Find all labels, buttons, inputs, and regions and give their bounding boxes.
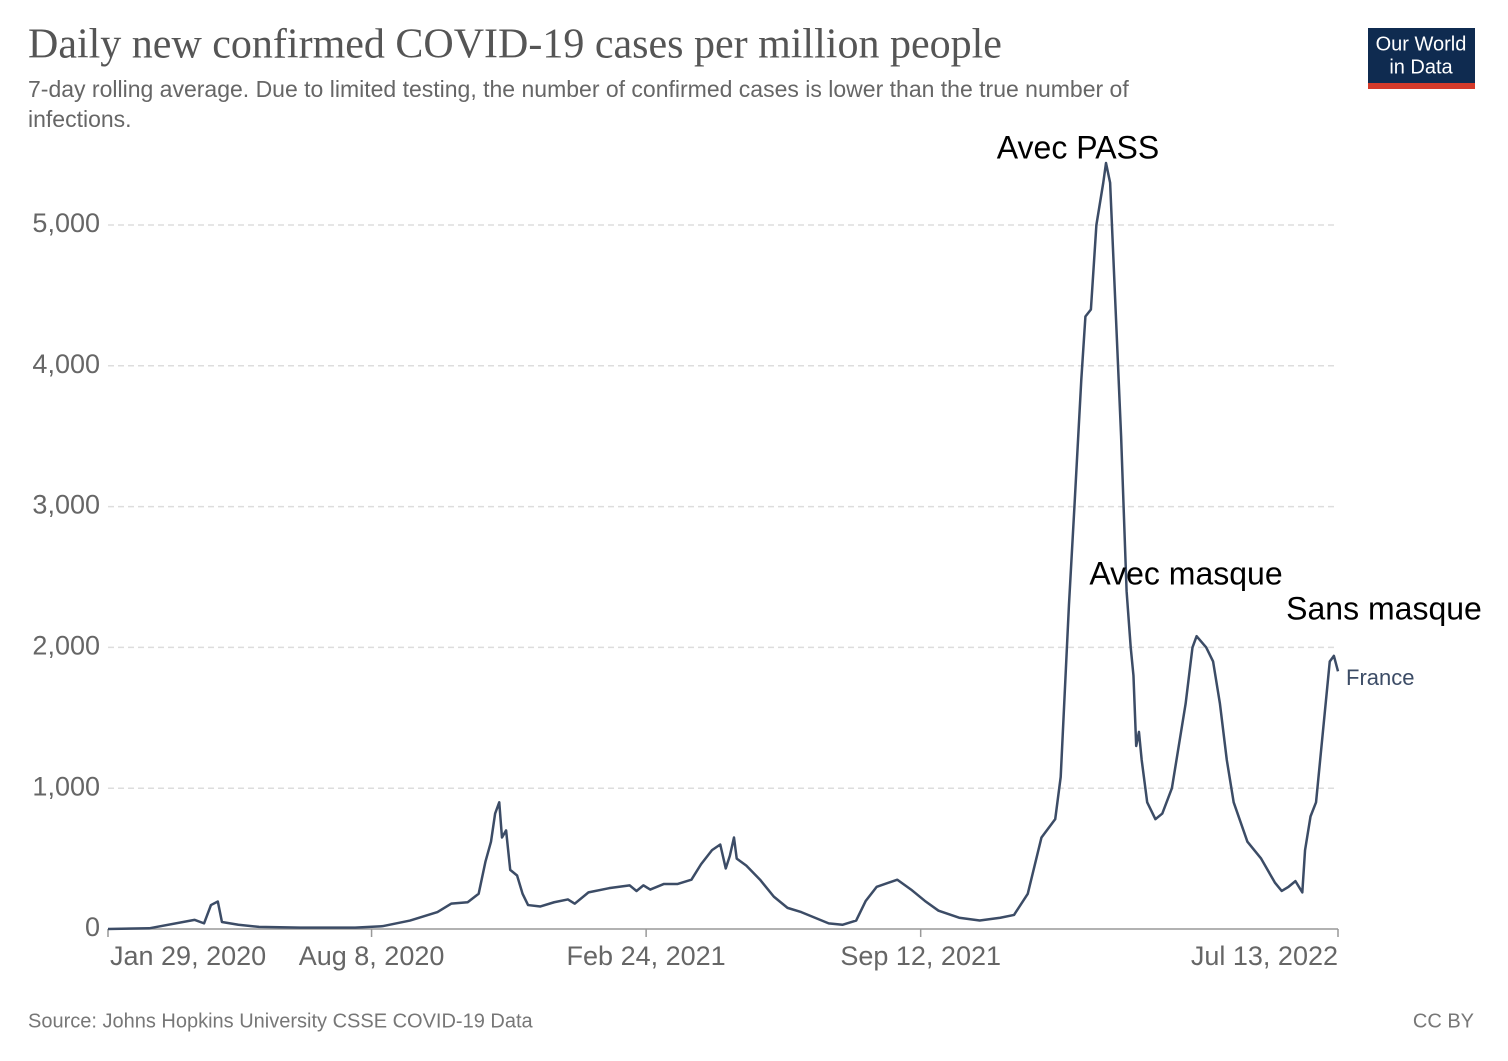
y-tick-label: 3,000 [32,490,100,520]
x-tick-label: Sep 12, 2021 [840,941,1001,971]
logo-text: in Data [1389,56,1453,78]
source: Source: Johns Hopkins University CSSE CO… [28,1010,534,1032]
y-tick-label: 2,000 [32,631,100,661]
series-label: France [1346,665,1414,690]
x-tick-label: Jul 13, 2022 [1191,941,1338,971]
annotation: Sans masque [1286,590,1482,626]
y-tick-label: 5,000 [32,208,100,238]
logo-box [1368,28,1475,83]
y-tick-label: 0 [85,912,100,942]
data-line [107,161,1340,931]
logo-bar [1368,83,1475,89]
subtitle-line: infections. [28,106,132,132]
y-tick-label: 4,000 [32,349,100,379]
subtitle-line: 7-day rolling average. Due to limited te… [28,76,1129,102]
x-tick-label: Aug 8, 2020 [299,941,445,971]
logo: Our World in Data [1368,28,1475,89]
annotation: Avec PASS [997,129,1159,165]
y-tick-label: 1,000 [32,771,100,801]
logo-text: Our World [1376,33,1467,55]
chart-subtitle: 7-day rolling average. Due to limited te… [28,76,1129,132]
license: CC BY [1413,1010,1474,1032]
chart-title: Daily new confirmed COVID-19 cases per m… [28,22,1002,68]
x-tick-label: Feb 24, 2021 [567,941,726,971]
annotation: Avec masque [1089,555,1282,591]
x-tick-label: Jan 29, 2020 [110,941,266,971]
